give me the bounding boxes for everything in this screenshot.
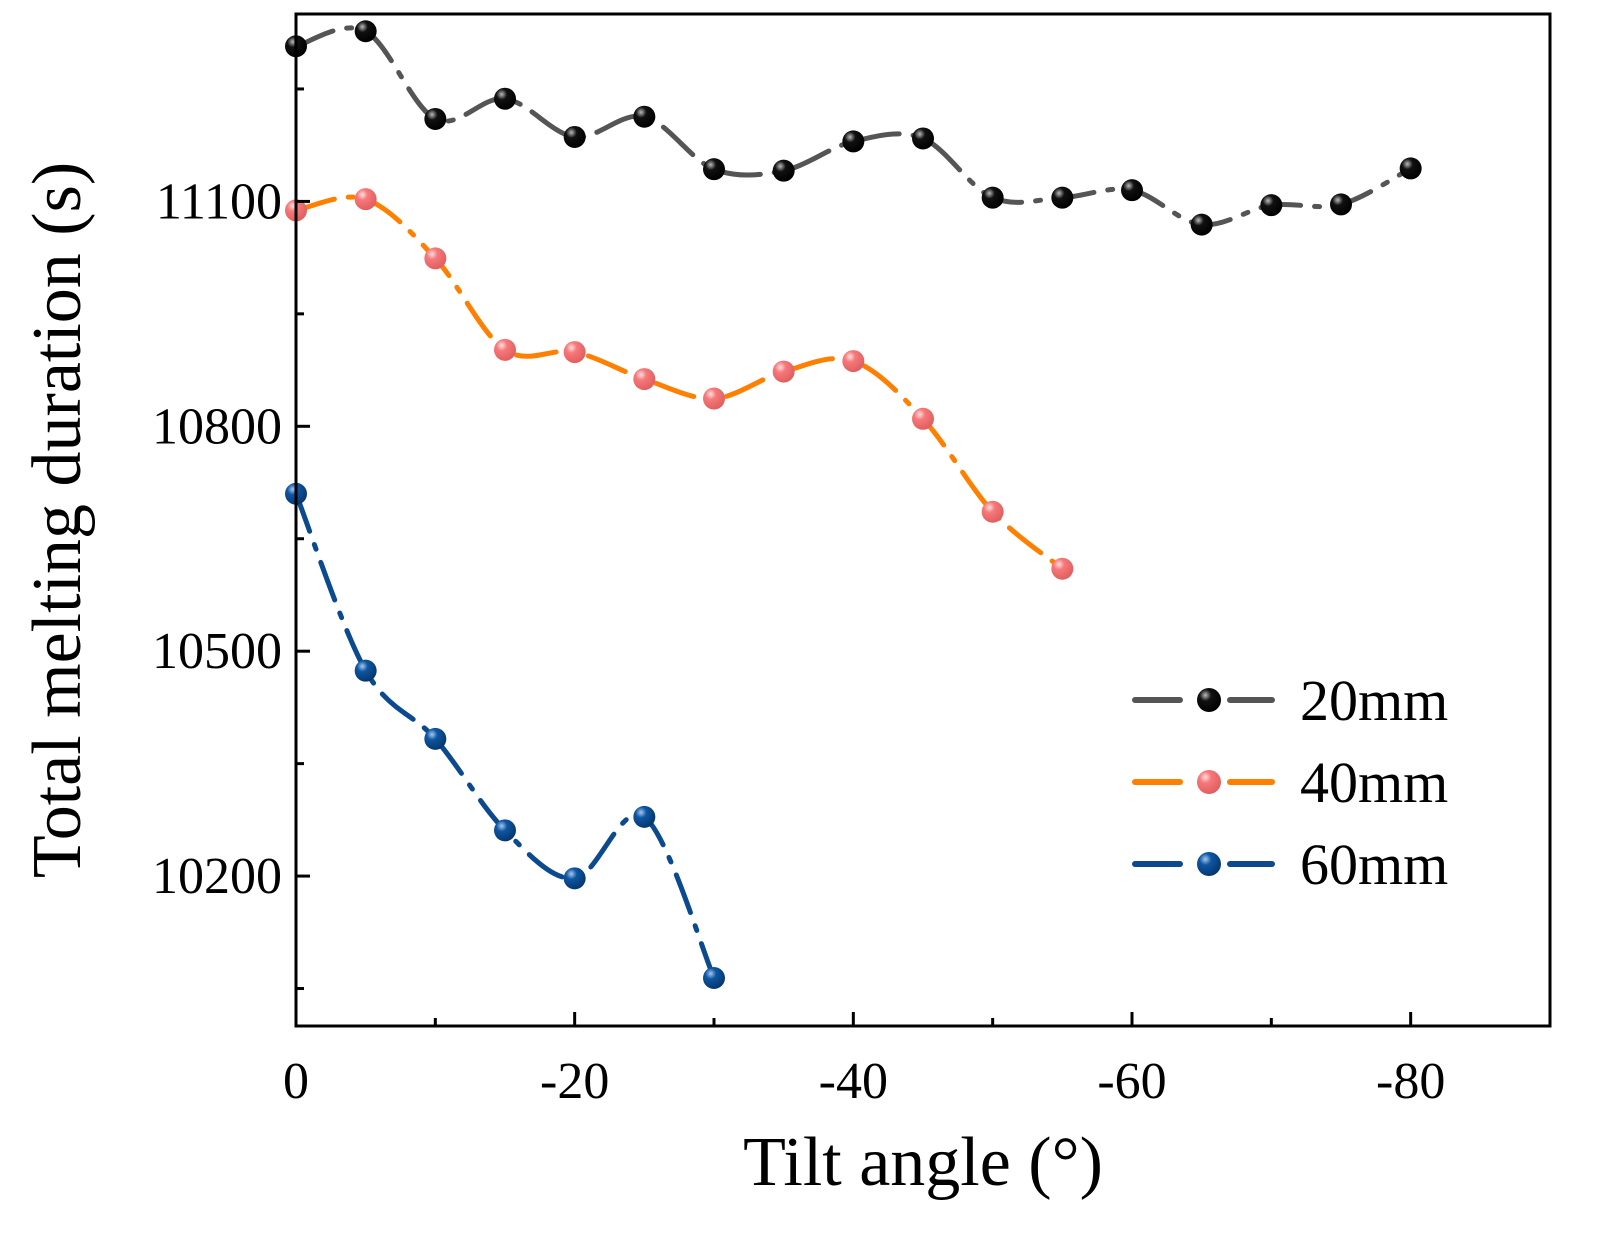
data-point-40mm xyxy=(424,247,447,270)
data-point-20mm xyxy=(912,127,934,150)
data-point-40mm xyxy=(981,500,1004,523)
data-point-20mm xyxy=(1190,213,1213,236)
series-line-20mm xyxy=(293,25,1414,228)
legend: 20mm 40mm 60mm xyxy=(1132,668,1448,897)
data-point-20mm xyxy=(563,125,586,148)
data-point-40mm xyxy=(772,360,795,383)
data-point-60mm xyxy=(354,659,377,682)
y-tick-label: 10200 xyxy=(152,848,282,905)
legend-marker xyxy=(1197,688,1221,712)
series-line-40mm xyxy=(293,194,1065,572)
data-point-60mm xyxy=(494,819,516,842)
data-point-60mm xyxy=(424,727,447,750)
data-point-40mm xyxy=(633,368,656,391)
data-point-40mm xyxy=(703,387,725,410)
x-tick-label: -40 xyxy=(819,1053,888,1110)
plot-frame xyxy=(294,12,1552,1028)
data-point-20mm xyxy=(1399,157,1422,180)
legend-label: 20mm xyxy=(1300,668,1448,733)
data-point-20mm xyxy=(1121,179,1143,202)
x-tick-labels: 0 -20 -40 -60 -80 xyxy=(283,1053,1445,1110)
y-tick-labels: 10200 10500 10800 11100 xyxy=(152,173,282,905)
data-point-20mm xyxy=(703,158,725,181)
data-point-20mm xyxy=(1260,194,1283,217)
data-point-40mm xyxy=(563,341,586,364)
data-point-40mm xyxy=(1051,557,1074,580)
x-tick-label: -60 xyxy=(1097,1053,1166,1110)
data-point-20mm xyxy=(842,130,865,153)
x-tick-label: -20 xyxy=(540,1053,609,1110)
axis-ticks xyxy=(294,87,1552,1026)
data-point-20mm xyxy=(1330,193,1352,216)
x-tick-label: -80 xyxy=(1376,1053,1445,1110)
y-axis-title: Total melting duration (s) xyxy=(19,162,96,878)
series-lines xyxy=(293,25,1414,981)
data-point-20mm xyxy=(633,105,656,128)
legend-marker xyxy=(1197,852,1221,876)
y-tick-label: 11100 xyxy=(156,173,282,230)
series-markers xyxy=(285,20,1422,990)
y-tick-label: 10500 xyxy=(152,623,282,680)
data-point-40mm xyxy=(354,188,377,211)
x-tick-label: 0 xyxy=(283,1053,309,1110)
data-point-60mm xyxy=(703,967,725,990)
data-point-40mm xyxy=(912,407,934,430)
data-point-40mm xyxy=(842,350,865,373)
x-axis-title: Tilt angle (°) xyxy=(743,1124,1103,1201)
data-point-60mm xyxy=(633,805,656,828)
data-point-40mm xyxy=(494,338,516,361)
legend-marker xyxy=(1197,770,1221,794)
data-point-60mm xyxy=(563,867,586,890)
data-point-20mm xyxy=(1051,186,1074,209)
data-point-20mm xyxy=(772,159,795,182)
legend-label: 40mm xyxy=(1300,750,1448,815)
legend-label: 60mm xyxy=(1300,832,1448,897)
data-point-20mm xyxy=(424,107,447,130)
series-line-60mm xyxy=(293,491,717,981)
data-point-20mm xyxy=(494,87,516,110)
y-tick-label: 10800 xyxy=(152,398,282,455)
data-point-20mm xyxy=(981,186,1004,209)
data-point-20mm xyxy=(354,20,377,43)
